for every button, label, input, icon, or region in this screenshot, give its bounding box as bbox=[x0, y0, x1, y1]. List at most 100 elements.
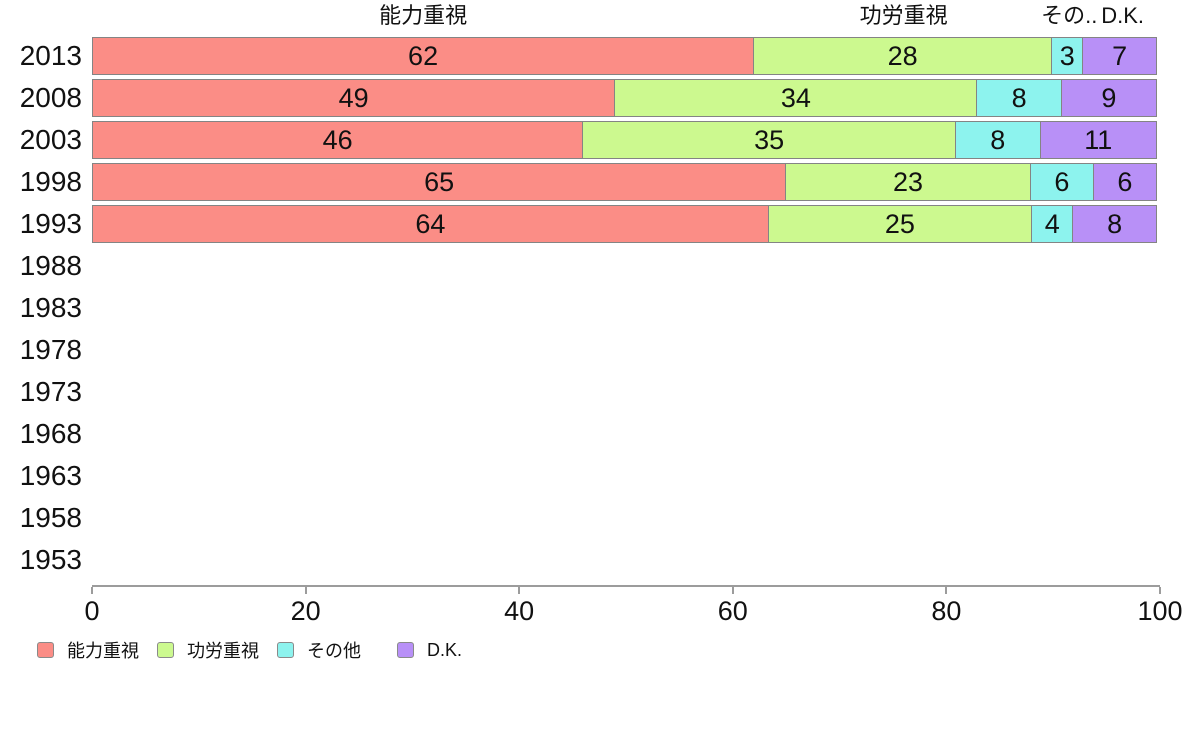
bar-value-label: 28 bbox=[887, 40, 918, 71]
year-label: 1958 bbox=[19, 502, 82, 533]
bar-value-label: 6 bbox=[1117, 166, 1133, 197]
bar-track: 64 25 4 8 bbox=[92, 205, 1160, 243]
bar-value-label: 23 bbox=[892, 166, 924, 197]
year-label: 1988 bbox=[19, 250, 82, 281]
bar-value-label: 3 bbox=[1059, 40, 1075, 71]
bar-row: 1998 65 23 6 6 bbox=[0, 161, 1188, 203]
bar-value-label: 4 bbox=[1044, 208, 1060, 239]
legend-label: 能力重視 bbox=[67, 641, 139, 661]
legend-label: 功労重視 bbox=[187, 641, 259, 661]
bar-value-label: 35 bbox=[754, 124, 785, 155]
bar-row: 1988 bbox=[0, 245, 1188, 287]
bar-value-label: 34 bbox=[780, 82, 811, 113]
bar-row: 1968 bbox=[0, 413, 1188, 455]
bar-segment: 8 bbox=[1072, 205, 1157, 243]
bar-track bbox=[92, 331, 1160, 369]
bar-segment: 64 bbox=[92, 205, 769, 243]
bar-row: 1983 bbox=[0, 287, 1188, 329]
legend-label: その他 bbox=[307, 641, 361, 661]
bar-segment: 4 bbox=[1031, 205, 1074, 243]
x-axis: 0 20 40 60 80 100 bbox=[84, 585, 1183, 632]
bar-value-label: 49 bbox=[338, 82, 369, 113]
bar-track: 65 23 6 6 bbox=[92, 163, 1160, 201]
bar-value-label: 8 bbox=[1107, 208, 1123, 239]
bar-value-label: 64 bbox=[415, 208, 446, 239]
x-axis-tick-label: 20 bbox=[290, 596, 321, 626]
bar-segment: 46 bbox=[92, 121, 584, 159]
bar-track bbox=[92, 457, 1160, 495]
bar-track bbox=[92, 373, 1160, 411]
x-axis-tick-label: 100 bbox=[1137, 596, 1183, 626]
legend-label: D.K. bbox=[427, 639, 463, 660]
bar-value-label: 6 bbox=[1054, 166, 1070, 197]
bar-segment: 35 bbox=[582, 121, 957, 159]
bar-track bbox=[92, 289, 1160, 327]
column-header: 功労重視 bbox=[859, 3, 948, 28]
bar-row: 2013 62 28 3 7 bbox=[0, 35, 1188, 77]
x-axis-tick bbox=[945, 587, 948, 594]
bar-segment: 49 bbox=[92, 79, 616, 117]
bar-value-label: 9 bbox=[1101, 82, 1117, 113]
legend-item: D.K. bbox=[397, 640, 462, 661]
bar-segment: 65 bbox=[92, 163, 787, 201]
bar-value-label: 8 bbox=[990, 124, 1006, 155]
legend-item: 功労重視 bbox=[157, 637, 277, 663]
bar-segment: 3 bbox=[1051, 37, 1084, 75]
x-axis-tick bbox=[518, 587, 521, 594]
bar-segment: 8 bbox=[976, 79, 1062, 117]
bar-row: 1958 bbox=[0, 497, 1188, 539]
year-label: 1963 bbox=[19, 460, 82, 491]
bar-segment: 7 bbox=[1082, 37, 1157, 75]
bar-track bbox=[92, 415, 1160, 453]
x-axis-tick bbox=[304, 587, 307, 594]
bar-segment: 28 bbox=[753, 37, 1053, 75]
column-headers: 能力重視 功労重視 その.. D.K. bbox=[92, 0, 1160, 35]
bar-track bbox=[92, 499, 1160, 537]
year-label: 1983 bbox=[19, 292, 82, 323]
x-axis-tick-label: 40 bbox=[504, 596, 535, 626]
legend-item: その他 bbox=[277, 637, 397, 663]
legend-swatch bbox=[37, 642, 54, 658]
column-header: D.K. bbox=[1101, 3, 1145, 28]
year-label: 2008 bbox=[19, 82, 82, 113]
bar-value-label: 46 bbox=[322, 124, 353, 155]
year-label: 1978 bbox=[19, 334, 82, 365]
bar-value-label: 65 bbox=[424, 166, 455, 197]
bar-value-label: 62 bbox=[408, 40, 439, 71]
bar-value-label: 8 bbox=[1011, 82, 1027, 113]
bar-segment: 25 bbox=[767, 205, 1033, 243]
bar-segment: 11 bbox=[1039, 121, 1157, 159]
bar-track bbox=[92, 541, 1160, 579]
plot-area: 2013 62 28 3 7 2008 49 34 8 9 2003 46 35 8 11 1998 65 23 6… bbox=[0, 35, 1188, 581]
year-label: 1968 bbox=[19, 418, 82, 449]
legend: 能力重視 功労重視 その他 D.K. bbox=[37, 638, 462, 662]
bar-row: 1978 bbox=[0, 329, 1188, 371]
bar-row: 1963 bbox=[0, 455, 1188, 497]
bar-value-label: 7 bbox=[1112, 40, 1128, 71]
bar-value-label: 25 bbox=[884, 208, 915, 239]
bar-value-label: 11 bbox=[1084, 124, 1113, 155]
bar-track: 62 28 3 7 bbox=[92, 37, 1160, 75]
column-header: 能力重視 bbox=[379, 3, 468, 28]
year-label: 1953 bbox=[19, 544, 82, 575]
x-axis-tick-label: 80 bbox=[931, 596, 962, 626]
x-axis-tick-label: 60 bbox=[717, 596, 748, 626]
bar-segment: 8 bbox=[955, 121, 1041, 159]
year-label: 1973 bbox=[19, 376, 82, 407]
bar-segment: 6 bbox=[1092, 163, 1157, 201]
bar-segment: 23 bbox=[785, 163, 1031, 201]
bar-segment: 34 bbox=[614, 79, 978, 117]
year-label: 2003 bbox=[19, 124, 82, 155]
bar-track: 49 34 8 9 bbox=[92, 79, 1160, 117]
bar-row: 2008 49 34 8 9 bbox=[0, 77, 1188, 119]
bar-row: 1953 bbox=[0, 539, 1188, 581]
legend-swatch bbox=[157, 642, 174, 658]
x-axis-tick bbox=[1159, 587, 1161, 594]
legend-swatch bbox=[277, 642, 294, 658]
bar-row: 1973 bbox=[0, 371, 1188, 413]
x-axis-tick-label: 0 bbox=[84, 596, 100, 626]
bar-segment: 9 bbox=[1060, 79, 1157, 117]
bar-row: 2003 46 35 8 11 bbox=[0, 119, 1188, 161]
bar-row: 1993 64 25 4 8 bbox=[0, 203, 1188, 245]
